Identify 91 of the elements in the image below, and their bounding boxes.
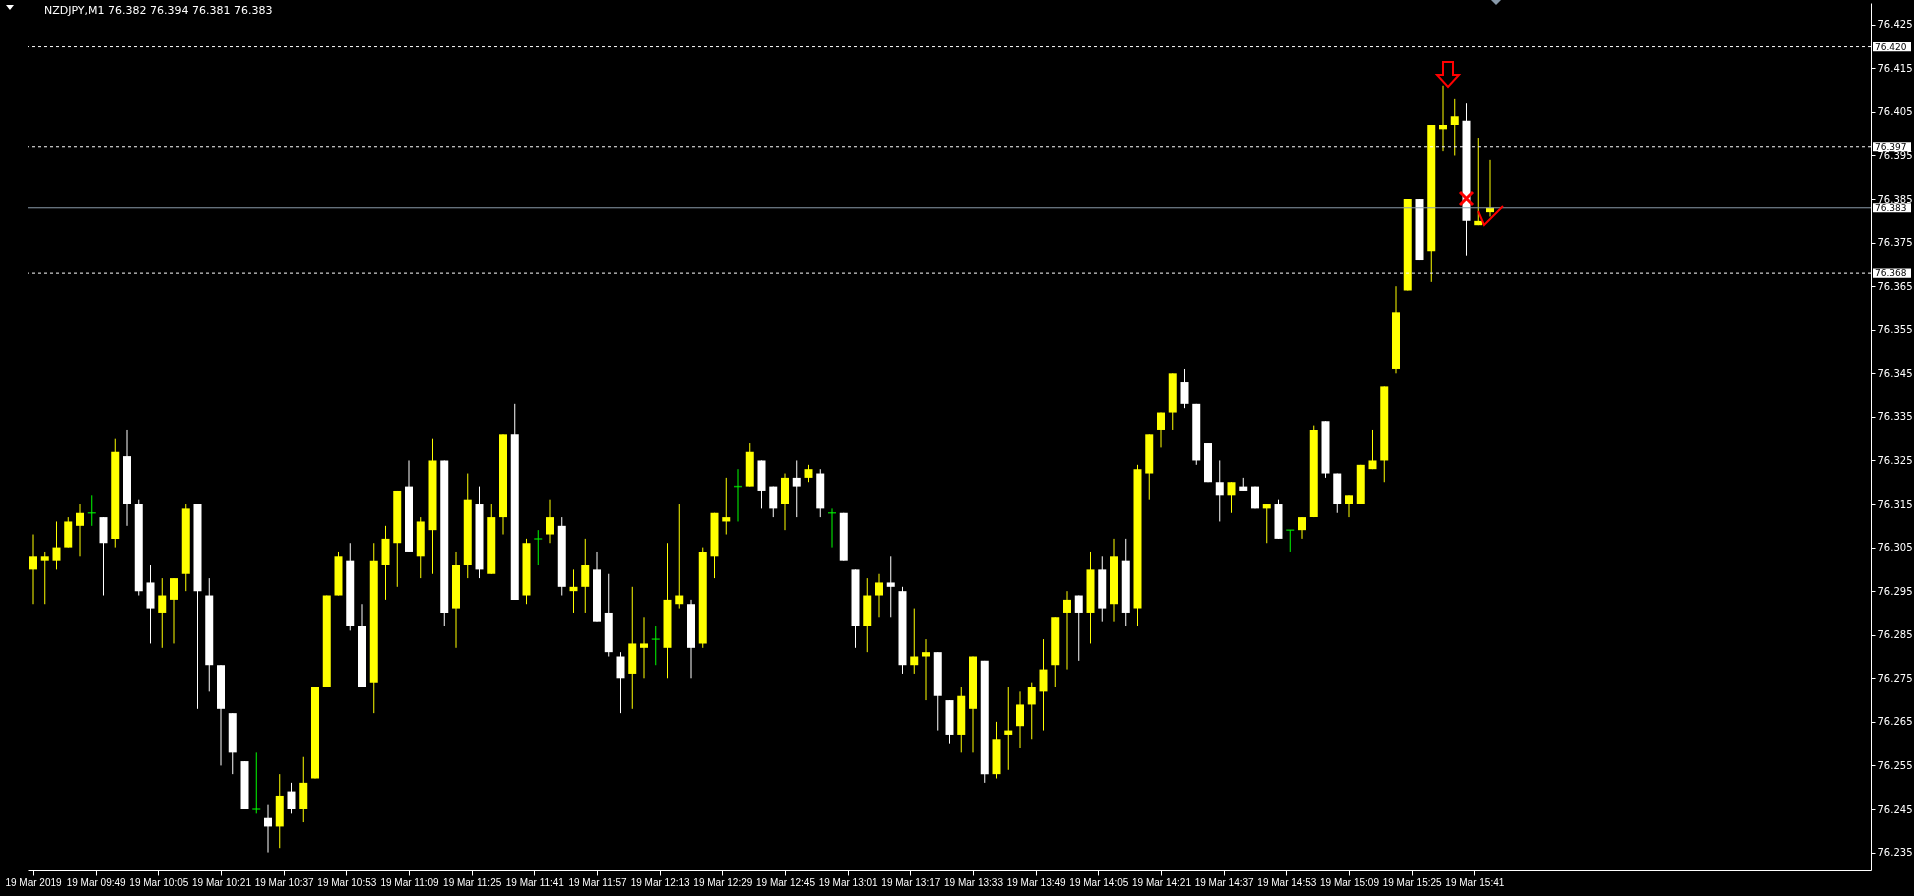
candlestick (1063, 590, 1071, 671)
x-tick-label: 19 Mar 13:49 (1006, 876, 1067, 888)
y-tick-label: 76.365 (1877, 280, 1913, 292)
x-tick-label: 19 Mar 15:25 (1382, 876, 1443, 888)
y-tick-label: 76.415 (1877, 62, 1913, 74)
x-tick-label: 19 Mar 10:37 (254, 876, 315, 888)
candlestick (1215, 459, 1224, 522)
ref-line-label: 76.383 (1875, 202, 1907, 213)
y-tick-label: 76.245 (1877, 803, 1913, 815)
x-tick-label: 19 Mar 12:29 (693, 876, 753, 888)
y-tick-label: 76.385 (1877, 193, 1913, 205)
candlestick (1157, 412, 1165, 448)
x-tick-label: 19 Mar 11:41 (505, 876, 565, 888)
x-tick-label: 19 Mar 14:53 (1257, 876, 1317, 888)
x-tick-label: 19 Mar 13:17 (881, 876, 941, 888)
y-tick-label: 76.325 (1877, 454, 1913, 466)
candlestick (170, 577, 178, 644)
candlestick (1227, 481, 1236, 514)
candlestick (252, 751, 261, 814)
candlestick (534, 529, 543, 566)
candlestick (792, 459, 801, 518)
y-tick-label: 76.275 (1877, 672, 1913, 684)
candlestick (640, 616, 648, 679)
candlestick (1450, 98, 1459, 156)
x-tick-label: 19 Mar 15:41 (1445, 876, 1505, 888)
x-tick-label: 19 Mar 11:57 (568, 876, 628, 888)
candlestick (922, 638, 930, 701)
x-tick-label: 19 Mar 12:13 (630, 876, 691, 888)
x-tick-label: 19 Mar 13:01 (818, 876, 879, 888)
x-tick-label: 19 Mar 10:05 (129, 876, 189, 888)
candlestick (264, 804, 272, 854)
x-tick-label: 19 Mar 2019 (5, 876, 63, 888)
candlestick (1004, 686, 1013, 771)
candlestick (1016, 690, 1024, 749)
candlestick (581, 538, 590, 614)
candlestick (910, 608, 919, 675)
x-tick-label: 19 Mar 14:37 (1194, 876, 1255, 888)
ref-line-label: 76.397 (1875, 141, 1907, 152)
candlestick (1486, 159, 1494, 217)
candlestick (76, 503, 84, 557)
x-tick-label: 19 Mar 10:53 (317, 876, 377, 888)
candlestick (1262, 503, 1271, 544)
ref-line-label: 76.368 (1875, 268, 1907, 279)
candlestick (675, 503, 684, 610)
candlestick (722, 477, 731, 536)
candlestick (1027, 682, 1036, 740)
y-tick-label: 76.355 (1877, 324, 1913, 336)
candlestick (1368, 429, 1377, 470)
x-tick-label: 19 Mar 12:45 (756, 876, 816, 888)
y-tick-label: 76.405 (1877, 106, 1913, 118)
candlestick (40, 551, 49, 605)
candlestick (52, 520, 61, 570)
x-tick-label: 19 Mar 10:21 (192, 876, 252, 888)
x-tick-label: 19 Mar 11:25 (443, 876, 502, 888)
y-tick-label: 76.265 (1877, 716, 1913, 728)
candlestick (651, 625, 660, 666)
y-tick-label: 76.375 (1877, 237, 1913, 249)
chart-title: NZDJPY,M1 76.382 76.394 76.381 76.383 (44, 4, 273, 17)
x-tick-label: 19 Mar 14:21 (1132, 876, 1192, 888)
candlestick (546, 499, 554, 544)
candlestick (1074, 595, 1083, 662)
x-tick-label: 19 Mar 11:09 (380, 876, 440, 888)
candlestick (1345, 494, 1353, 518)
y-tick-label: 76.305 (1877, 542, 1913, 554)
candlestick (158, 577, 167, 649)
x-tick-label: 19 Mar 14:05 (1069, 876, 1129, 888)
ref-line-label: 76.420 (1875, 41, 1907, 52)
candlestick (569, 568, 578, 614)
x-tick-label: 19 Mar 13:33 (944, 876, 1004, 888)
y-tick-label: 76.285 (1877, 629, 1913, 641)
y-tick-label: 76.395 (1877, 149, 1913, 161)
y-tick-label: 76.335 (1877, 411, 1913, 423)
candlestick (875, 573, 883, 618)
x-tick-label: 19 Mar 15:09 (1320, 876, 1380, 888)
y-tick-label: 76.315 (1877, 498, 1913, 510)
y-tick-label: 76.425 (1877, 19, 1913, 31)
candlestick (1286, 529, 1295, 553)
candlestick (886, 555, 895, 618)
x-tick-label: 19 Mar 09:49 (66, 876, 127, 888)
candlestick (1039, 638, 1048, 732)
candlestick (769, 486, 778, 518)
y-tick-label: 76.235 (1877, 847, 1913, 859)
candlestick (29, 534, 37, 605)
y-tick-label: 76.345 (1877, 367, 1913, 379)
candlestick (1180, 368, 1189, 409)
y-tick-label: 76.295 (1877, 585, 1913, 597)
candlestick (1439, 85, 1447, 152)
candlestick (1298, 516, 1306, 540)
y-tick-label: 76.255 (1877, 759, 1913, 771)
candlestick (287, 782, 296, 814)
candlestick (616, 651, 625, 714)
